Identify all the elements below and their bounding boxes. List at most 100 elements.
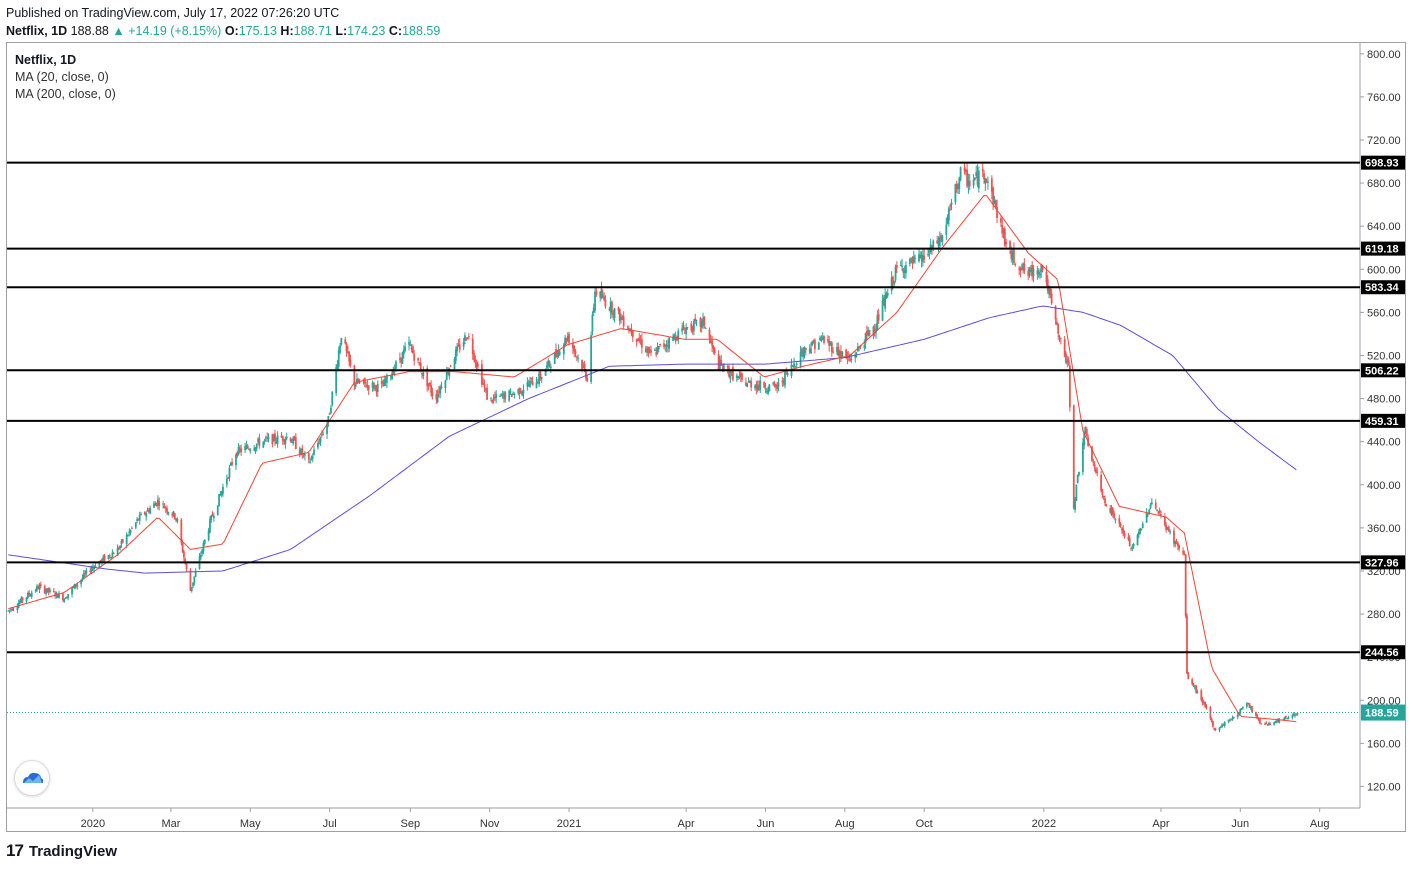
x-tick-label: Aug — [1310, 818, 1330, 830]
candle-body — [244, 446, 246, 451]
candle-body — [877, 314, 880, 321]
candle-body — [837, 346, 840, 356]
tradingview-badge-icon[interactable] — [14, 760, 50, 796]
candle-body — [850, 358, 853, 360]
candle-body — [873, 329, 876, 331]
candle-body — [183, 551, 185, 558]
candle-body — [372, 382, 375, 389]
candle-body — [875, 328, 877, 333]
candle-body — [458, 344, 461, 350]
candle-body — [401, 352, 404, 364]
candle-body — [1287, 717, 1290, 719]
candle-body — [772, 382, 775, 385]
x-tick-label: Mar — [161, 818, 180, 830]
candle-body — [1084, 431, 1087, 434]
candle-body — [1275, 720, 1278, 723]
candle-body — [173, 513, 176, 519]
candle-body — [946, 216, 949, 225]
candle-body — [1248, 703, 1251, 708]
candle-body — [1219, 727, 1222, 729]
candle-body — [185, 562, 188, 570]
candle-body — [140, 514, 142, 516]
candle-body — [819, 337, 822, 341]
candle-body — [274, 433, 276, 442]
candle-body — [395, 361, 397, 369]
candle-body — [1078, 471, 1080, 475]
y-tick-label: 160.00 — [1367, 738, 1401, 750]
last-value: 188.88 — [70, 24, 109, 38]
ma20-line — [8, 194, 1297, 723]
candle-body — [162, 503, 165, 505]
change-value: +14.19 (+8.15%) — [128, 24, 222, 38]
candle-body — [1076, 474, 1079, 484]
candle-body — [89, 570, 92, 572]
candle-body — [82, 573, 85, 578]
level-label-bg — [1361, 645, 1405, 660]
candle-body — [93, 566, 96, 570]
candle-body — [317, 443, 319, 448]
candle-body — [711, 340, 714, 347]
y-tick-label: 520.00 — [1367, 350, 1401, 362]
candle-body — [631, 330, 634, 338]
candle-body — [674, 336, 677, 341]
candle-body — [732, 367, 734, 380]
candle-body — [890, 277, 893, 291]
candle-body — [1054, 306, 1057, 320]
candle-body — [120, 540, 123, 544]
candle-body — [453, 358, 456, 369]
candle-body — [1005, 241, 1008, 245]
candle-body — [976, 171, 979, 185]
candle-body — [1075, 484, 1078, 502]
candle-body — [627, 328, 630, 331]
candle-body — [67, 594, 70, 598]
candle-body — [1191, 679, 1194, 685]
candle-body — [583, 363, 586, 371]
candle-body — [1040, 264, 1043, 272]
candle-body — [657, 346, 660, 350]
candle-body — [157, 499, 159, 506]
candle-body — [8, 609, 11, 611]
candle-body — [884, 294, 887, 309]
candle-body — [729, 375, 732, 380]
candle-body — [490, 397, 492, 399]
x-tick-label: 2020 — [81, 818, 105, 830]
candle-body — [103, 555, 106, 561]
candle-body — [1166, 527, 1169, 529]
candle-body — [700, 321, 703, 328]
candle-body — [1232, 716, 1235, 718]
candle-body — [691, 327, 694, 332]
candle-body — [328, 413, 331, 415]
candle-body — [1102, 495, 1105, 498]
candle-body — [166, 508, 168, 512]
legend-ma200[interactable]: MA (200, close, 0) — [15, 87, 116, 101]
candle-body — [1032, 268, 1035, 277]
candle-body — [894, 266, 897, 281]
candle-body — [637, 338, 639, 341]
footer-brand[interactable]: 17 TradingView — [6, 841, 117, 861]
y-tick-label: 280.00 — [1367, 609, 1401, 621]
candle-body — [301, 448, 304, 455]
candle-body — [803, 346, 806, 354]
candle-body — [630, 328, 633, 334]
candle-body — [419, 363, 422, 372]
candle-body — [547, 360, 550, 367]
candle-body — [471, 338, 474, 355]
chart-frame[interactable] — [6, 42, 1406, 832]
legend-ma20[interactable]: MA (20, close, 0) — [15, 70, 109, 84]
candle-body — [1210, 718, 1213, 722]
candle-body — [43, 585, 46, 593]
candle-body — [735, 375, 738, 379]
candle-body — [1039, 273, 1041, 276]
candle-body — [1255, 711, 1257, 716]
candle-body — [376, 383, 379, 392]
candle-body — [755, 384, 758, 389]
candle-body — [559, 352, 561, 354]
candle-body — [52, 591, 55, 593]
candle-body — [568, 333, 570, 343]
candle-body — [573, 346, 576, 352]
candle-body — [1019, 267, 1022, 271]
candle-body — [681, 327, 684, 332]
candle-body — [384, 380, 387, 383]
candle-body — [349, 359, 352, 366]
